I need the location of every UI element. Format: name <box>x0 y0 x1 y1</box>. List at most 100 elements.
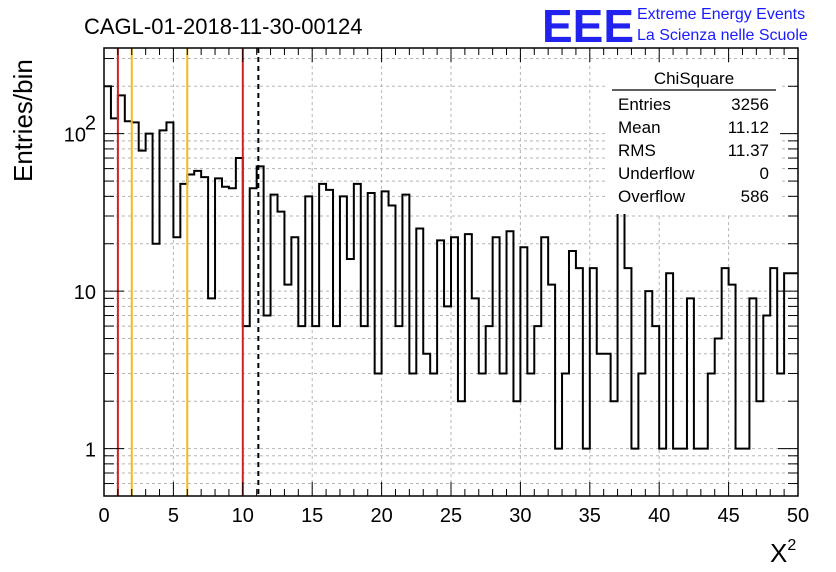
histogram-bin <box>527 373 534 496</box>
y-tick-label: 10 <box>74 282 96 304</box>
stats-row-value: 3256 <box>731 95 769 114</box>
histogram-bin <box>749 298 756 496</box>
histogram-bin <box>166 122 173 496</box>
stats-row: Overflow 586 <box>618 187 769 206</box>
histogram-bin <box>340 196 347 496</box>
stats-row: Mean 11.12 <box>618 118 769 137</box>
histogram-bin <box>597 354 604 496</box>
histogram-bin <box>132 122 139 496</box>
histogram-bin <box>333 326 340 496</box>
histogram-bin <box>777 373 784 496</box>
histogram-bin <box>264 316 271 496</box>
histogram-bin <box>326 190 333 496</box>
histogram-bin <box>520 247 527 496</box>
y-tick-label-group: 102 <box>64 113 96 147</box>
histogram-bin <box>389 205 396 496</box>
x-tick-label: 15 <box>301 505 323 527</box>
x-tick-label: 45 <box>717 505 739 527</box>
histogram-bin <box>236 158 243 496</box>
stats-rows: Entries 3256 Mean 11.12 RMS 11.37 Underflow 0 Ov… <box>618 95 769 206</box>
x-tick-label: 10 <box>232 505 254 527</box>
x-tick-label: 20 <box>370 505 392 527</box>
histogram-bin <box>382 191 389 496</box>
histogram-bins <box>104 85 798 496</box>
histogram-bin <box>160 130 167 496</box>
x-tick-label: 5 <box>168 505 179 527</box>
histogram-bin <box>409 373 416 496</box>
x-axis-label-base: X <box>770 538 787 568</box>
stats-row-label: Entries <box>618 95 671 114</box>
histogram-bin <box>361 326 368 496</box>
stats-row-value: 11.37 <box>728 141 769 160</box>
histogram-bin <box>638 373 645 496</box>
y-axis-title: Entries/bin <box>8 59 38 182</box>
histogram-bin <box>146 134 153 496</box>
histogram-bin <box>437 240 444 496</box>
stats-row-label: Mean <box>618 118 661 137</box>
histogram-bin <box>271 195 278 496</box>
histogram-bin <box>118 95 125 496</box>
histogram-bin <box>708 373 715 496</box>
histogram-bin <box>590 268 597 496</box>
x-tick-label: 35 <box>579 505 601 527</box>
histogram-bin <box>354 184 361 496</box>
y-tick-label: 10 <box>64 125 86 147</box>
y-tick-label: 1 <box>85 440 96 462</box>
histogram-bin <box>763 316 770 496</box>
histogram-bin <box>465 234 472 496</box>
histogram-bin <box>229 188 236 496</box>
histogram-bin <box>770 268 777 496</box>
histogram-bin <box>243 326 250 496</box>
eee-logo-line2: La Scienza nelle Scuole <box>637 27 808 44</box>
vertical-marker-lines <box>116 48 260 496</box>
y-tick-label-group: 10 <box>74 282 96 304</box>
histogram-bin <box>153 244 160 496</box>
x-axis-label: X2 <box>770 537 796 568</box>
histogram-bin <box>305 196 312 496</box>
histogram-bin <box>368 193 375 496</box>
stats-row-value: 11.12 <box>728 118 769 137</box>
histogram-title: CAGL-01-2018-11-30-00124 <box>84 14 362 39</box>
x-tick-label: 30 <box>509 505 531 527</box>
histogram-bin <box>486 326 493 496</box>
stats-box-background <box>608 64 780 214</box>
histogram-bin <box>222 187 229 496</box>
histogram-bin <box>298 326 305 496</box>
x-axis-label-superscript: 2 <box>787 537 796 554</box>
histogram-bin <box>194 171 201 496</box>
histogram-bin <box>625 268 632 496</box>
eee-logo-line1: Extreme Energy Events <box>637 6 805 23</box>
x-tick-label: 0 <box>98 505 109 527</box>
stats-box: ChiSquare Entries 3256 Mean 11.12 RMS 11.37 Un… <box>608 64 780 214</box>
histogram-bin <box>645 291 652 496</box>
histogram-bin <box>319 184 326 496</box>
stats-row-value: 586 <box>741 187 769 206</box>
histogram-bin <box>472 298 479 496</box>
histogram-bin <box>430 373 437 496</box>
axis-ticks <box>103 48 799 497</box>
histogram-bin <box>576 268 583 496</box>
histogram-bin <box>479 373 486 496</box>
stats-box-title: ChiSquare <box>654 69 734 88</box>
histogram-bin <box>180 184 187 496</box>
x-axis-title: X2 <box>770 537 796 568</box>
histogram-bin <box>208 298 215 496</box>
x-tick-label: 50 <box>787 505 809 527</box>
stats-row: Underflow 0 <box>618 164 769 183</box>
y-axis-label: Entries/bin <box>8 59 38 182</box>
x-tick-labels: 0 5 10 15 20 25 30 35 40 45 50 <box>98 505 809 527</box>
histogram-bin <box>652 326 659 496</box>
x-tick-label: 40 <box>648 505 670 527</box>
histogram-bin <box>618 207 625 496</box>
stats-row: RMS 11.37 <box>618 141 769 160</box>
histogram-bin <box>534 326 541 496</box>
histogram-bin <box>500 373 507 496</box>
histogram-bin <box>722 268 729 496</box>
histogram-bin <box>451 237 458 496</box>
histogram-bin <box>395 326 402 496</box>
eee-logo-mark: EEE <box>542 0 634 52</box>
stats-row-value: 0 <box>760 164 769 183</box>
x-tick-label: 25 <box>440 505 462 527</box>
histogram-bin <box>173 237 180 496</box>
